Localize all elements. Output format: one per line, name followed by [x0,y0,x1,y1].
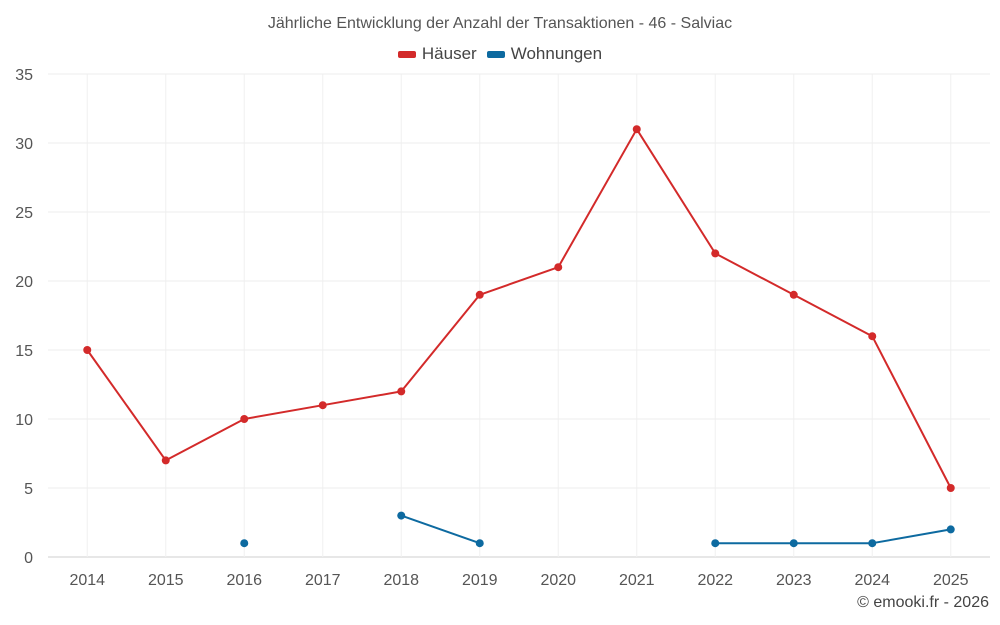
data-point-haeuser [318,401,327,410]
data-point-wohnungen [789,539,798,548]
data-point-haeuser [946,484,955,492]
y-tick-label: 10 [15,412,33,429]
legend-label-haeuser: Häuser [421,44,477,63]
y-tick-label: 0 [24,550,33,567]
y-tick-label: 25 [15,205,33,222]
x-tick-label: 2023 [776,572,812,589]
y-tick-label: 30 [15,136,33,153]
data-point-wohnungen [475,539,484,548]
legend-swatch-haeuser [397,50,416,58]
legend: Häuser Wohnungen [0,44,1000,64]
x-tick-label: 2018 [383,572,419,589]
x-tick-label: 2021 [619,572,655,589]
y-tick-label: 35 [15,67,33,84]
data-point-haeuser [83,346,92,354]
data-point-wohnungen [240,539,249,548]
legend-item-haeuser[interactable]: Häuser [397,44,477,64]
y-tick-label: 5 [24,481,33,498]
x-tick-label: 2025 [933,572,969,589]
x-tick-label: 2022 [697,572,733,589]
data-point-wohnungen [868,539,877,548]
data-point-haeuser [397,387,406,396]
data-point-wohnungen [711,539,720,548]
x-tick-label: 2016 [226,572,262,589]
x-tick-label: 2019 [462,572,498,589]
chart-title: Jährliche Entwicklung der Anzahl der Tra… [267,15,733,32]
x-tick-label: 2014 [69,572,105,589]
data-point-wohnungen [946,525,955,534]
x-tick-label: 2020 [540,572,576,589]
series-line-wohnungen [715,528,951,545]
legend-label-wohnungen: Wohnungen [510,44,603,63]
credit-text: © emooki.fr - 2026 [857,594,989,611]
y-tick-label: 15 [15,343,33,360]
data-point-haeuser [240,415,249,423]
series-line-wohnungen [400,514,481,545]
x-tick-label: 2017 [305,572,341,589]
x-tick-label: 2024 [854,572,890,589]
series-line-haeuser [86,128,952,489]
data-point-haeuser [475,290,484,299]
data-point-haeuser [632,125,641,134]
y-tick-label: 20 [15,274,33,291]
data-point-haeuser [711,249,720,258]
data-point-haeuser [789,290,798,299]
data-point-haeuser [554,263,563,272]
x-tick-label: 2015 [148,572,184,589]
legend-item-wohnungen[interactable]: Wohnungen [486,44,603,64]
data-point-haeuser [868,332,877,341]
data-point-wohnungen [397,511,406,520]
data-point-haeuser [161,456,170,465]
legend-swatch-wohnungen [486,50,505,58]
